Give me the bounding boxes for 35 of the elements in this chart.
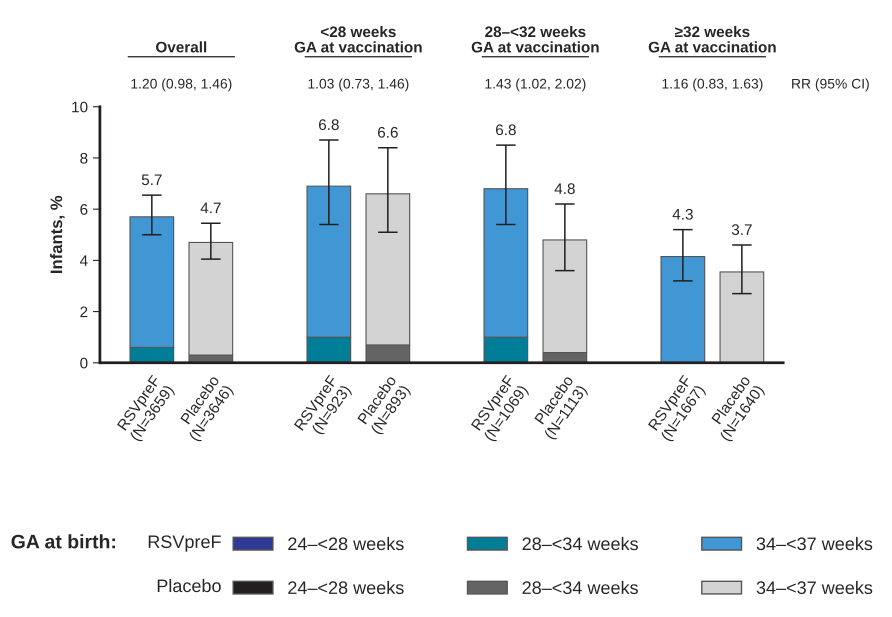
legend-label: 28–<34 weeks — [522, 580, 638, 594]
y-tick-label: 4 — [80, 255, 88, 266]
annotation: 6.8 — [319, 119, 339, 130]
text: 1.20 (0.98, 1.46) — [131, 78, 232, 92]
legend-label: 34–<37 weeks — [756, 536, 872, 550]
annotation: 4.7 — [200, 202, 221, 214]
text: RR (95% CI) — [792, 78, 869, 92]
legend-label: 28–<34 weeks — [522, 536, 638, 550]
text: <28 weeks GA at vaccination — [294, 26, 422, 53]
y-tick-label: 2 — [80, 306, 88, 318]
text: Placebo — [158, 578, 221, 592]
legend-label: 24–<28 weeks — [288, 580, 404, 594]
text: 1.16 (0.83, 1.63) — [662, 78, 762, 92]
y-tick-label: 10 — [72, 102, 88, 112]
annotation: 4.8 — [554, 183, 575, 194]
text: 28–<32 weeks GA at vaccination — [472, 26, 599, 53]
text: Overall — [156, 41, 206, 53]
text: 1.03 (0.73, 1.46) — [308, 78, 408, 92]
text: ≥32 weeks GA at vaccination — [648, 26, 776, 53]
y-tick-label: 6 — [80, 204, 88, 215]
legend-title: GA at birth: — [12, 534, 116, 548]
bar — [719, 271, 764, 363]
y-tick-label: 8 — [80, 152, 88, 164]
y-tick-label: 0 — [80, 358, 88, 368]
annotation: 6.6 — [378, 126, 398, 138]
bar — [660, 256, 706, 363]
annotation: 6.8 — [496, 124, 516, 136]
text: RSVpreF — [148, 535, 221, 552]
legend-label: 24–<28 weeks — [288, 536, 404, 550]
y-axis-title: Infants, % — [50, 196, 65, 274]
text: 1.43 (1.02, 2.02) — [485, 78, 586, 92]
legend-label: 34–<37 weeks — [756, 580, 872, 594]
annotation: 3.7 — [732, 224, 752, 236]
annotation: 5.7 — [142, 174, 162, 186]
annotation: 4.3 — [672, 208, 693, 220]
